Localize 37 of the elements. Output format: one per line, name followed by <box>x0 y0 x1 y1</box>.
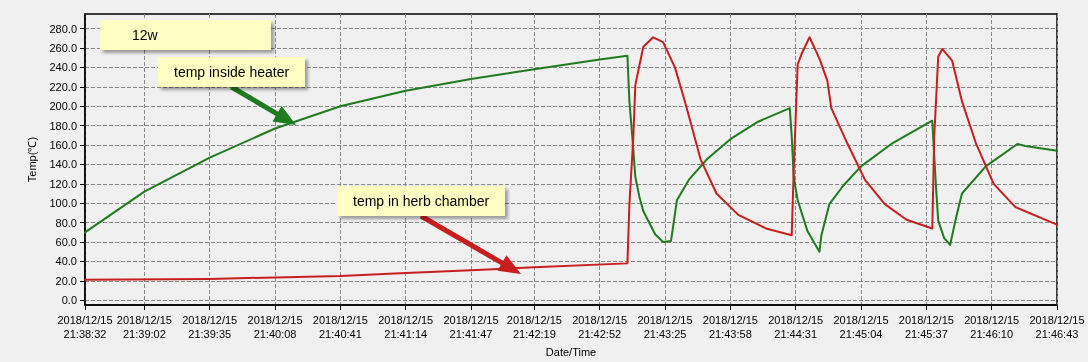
x-tick-label: 2018/12/15 21:44:31 <box>768 314 824 341</box>
x-tick-label: 2018/12/15 21:42:19 <box>506 314 562 341</box>
x-tick-label: 2018/12/15 21:45:04 <box>833 314 889 341</box>
x-tick-label: 2018/12/15 21:46:43 <box>1029 314 1085 341</box>
y-tick-label: 200.0 <box>49 100 77 113</box>
y-tick-label: 260.0 <box>49 41 77 54</box>
x-tick-label: 2018/12/15 21:45:37 <box>898 314 954 341</box>
y-tick-label: 140.0 <box>49 158 77 171</box>
x-tick-label: 2018/12/15 21:43:25 <box>637 314 693 341</box>
x-tick-label: 2018/12/15 21:42:52 <box>572 314 628 341</box>
y-tick-label: 20.0 <box>55 274 77 287</box>
y-tick-label: 40.0 <box>55 255 77 268</box>
x-axis-title: Date/Time <box>545 345 597 358</box>
y-tick-label: 220.0 <box>49 80 77 93</box>
x-tick-label: 2018/12/15 21:46:10 <box>964 314 1020 341</box>
x-tick-label: 2018/12/15 21:39:02 <box>116 314 172 341</box>
x-tick-label: 2018/12/15 21:41:14 <box>378 314 434 341</box>
y-tick-label: 120.0 <box>49 177 77 190</box>
callout: temp inside heater <box>158 57 306 87</box>
x-tick-label: 2018/12/15 21:40:08 <box>247 314 303 341</box>
y-tick-label: 160.0 <box>49 138 77 151</box>
callout: 12w <box>100 20 271 50</box>
y-tick-label: 60.0 <box>55 236 77 249</box>
x-tick-label: 2018/12/15 21:38:32 <box>57 314 113 341</box>
y-tick-label: 0.0 <box>61 294 77 307</box>
line-series <box>84 54 1058 253</box>
y-tick-label: 280.0 <box>49 22 77 35</box>
x-tick-label: 2018/12/15 21:40:41 <box>312 314 368 341</box>
y-tick-label: 100.0 <box>49 197 77 210</box>
y-axis-title: Temp(℃) <box>25 136 38 183</box>
callout: temp in herb chamber <box>337 186 506 216</box>
y-tick-label: 240.0 <box>49 61 77 74</box>
x-tick-label: 2018/12/15 21:43:58 <box>702 314 758 341</box>
x-tick-label: 2018/12/15 21:39:35 <box>182 314 238 341</box>
x-tick-label: 2018/12/15 21:41:47 <box>443 314 499 341</box>
y-tick-label: 180.0 <box>49 119 77 132</box>
y-tick-label: 80.0 <box>55 216 77 229</box>
